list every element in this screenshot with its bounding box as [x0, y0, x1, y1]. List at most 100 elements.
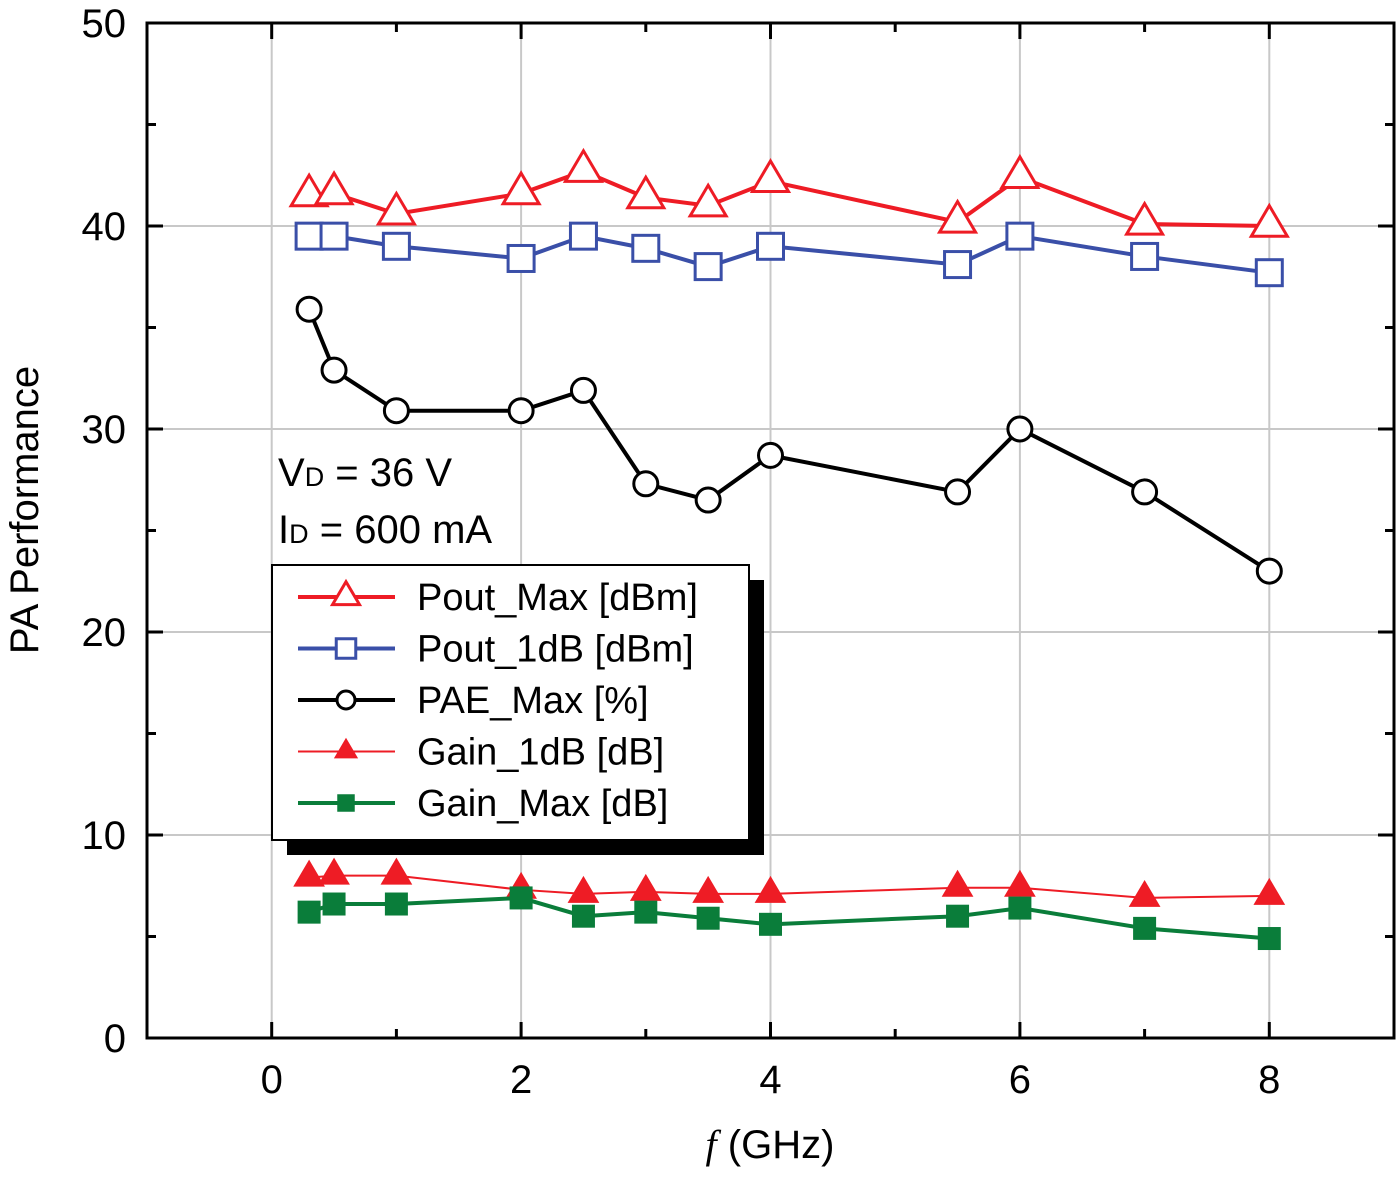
data-point-pout-1db-dbm — [756, 231, 785, 261]
data-point-pout-1db-dbm — [1130, 241, 1160, 271]
data-point-pout-1db-dbm — [1254, 258, 1284, 288]
x-tick-label: 4 — [759, 1058, 781, 1102]
data-point-pae-max — [507, 397, 535, 425]
data-point-gain-1db-db — [754, 875, 787, 903]
data-point-gain-max-db — [946, 904, 970, 928]
data-point-gain-max-db — [696, 906, 720, 930]
data-point-pae-max — [632, 470, 660, 498]
data-point-gain-max-db — [322, 892, 346, 916]
data-point-gain-max-db — [634, 900, 658, 924]
y-tick-label: 30 — [82, 408, 127, 452]
data-point-gain-1db-db — [1004, 869, 1036, 897]
data-point-gain-max-db — [1133, 916, 1157, 940]
y-tick-label: 20 — [82, 611, 127, 655]
data-point-gain-1db-db — [293, 859, 325, 887]
series-gain-1db-db — [293, 857, 1286, 907]
data-point-gain-max-db — [509, 886, 533, 910]
x-axis-label-unit: (GHz) — [717, 1123, 835, 1167]
data-point-pout-max-dbm — [749, 157, 792, 194]
legend-item-pout-1db-dbm: Pout_1dB [dBm] — [298, 629, 694, 671]
series-pae-max — [295, 295, 1283, 585]
data-point-pout-1db-dbm — [693, 252, 723, 282]
data-point-pout-max-dbm — [1248, 202, 1290, 238]
legend: Pout_Max [dBm] Pout_1dB [dBm] PAE_Max [%] G… — [271, 564, 764, 855]
data-point-gain-1db-db — [941, 869, 974, 897]
data-point-pout-max-dbm — [375, 190, 418, 226]
data-point-pae-max — [295, 295, 323, 323]
data-point-gain-max-db — [384, 892, 408, 916]
data-point-gain-max-db — [297, 900, 321, 924]
legend-item-gain-max-db: Gain_Max [dB] — [298, 783, 668, 825]
data-point-pae-max — [382, 397, 410, 425]
data-point-gain-1db-db — [692, 875, 725, 903]
data-point-gain-max-db — [759, 912, 782, 936]
legend-item-pae-max: PAE_Max [%] — [298, 680, 649, 722]
data-point-pout-1db-dbm — [381, 231, 411, 261]
data-point-pout-max-dbm — [936, 198, 979, 234]
data-point-pout-max-dbm — [687, 182, 729, 218]
data-point-pout-1db-dbm — [631, 233, 661, 263]
data-point-pout-max-dbm — [313, 170, 355, 206]
series-line-gain-max-db — [308, 895, 1270, 941]
data-point-pout-1db-dbm — [294, 221, 324, 251]
data-point-gain-max-db — [1257, 927, 1281, 951]
series-line-gain-1db-db — [309, 874, 1270, 899]
data-point-pae-max — [944, 478, 972, 506]
data-point-pout-max-dbm — [1123, 200, 1166, 236]
data-point-pae-max — [320, 356, 348, 384]
x-tick-label: 8 — [1258, 1058, 1280, 1102]
series-pout-1db-dbm — [294, 221, 1284, 288]
data-point-gain-1db-db — [629, 873, 662, 901]
data-point-pout-1db-dbm — [1005, 221, 1035, 251]
data-point-gain-max-db — [571, 904, 595, 928]
data-point-pout-max-dbm — [625, 174, 667, 210]
legend-label: PAE_Max [%] — [417, 680, 649, 722]
y-tick-label: 40 — [82, 205, 127, 249]
legend-label: Pout_Max [dBm] — [417, 577, 698, 619]
series-line-pout-max-dbm — [308, 169, 1270, 228]
legend-item-pout-max-dbm: Pout_Max [dBm] — [298, 577, 698, 619]
data-point-pae-max — [1131, 478, 1159, 506]
legend-marker — [335, 689, 357, 711]
legend-marker — [337, 794, 355, 812]
y-tick-label: 50 — [82, 2, 127, 46]
x-tick-label: 0 — [261, 1058, 283, 1102]
data-point-pout-max-dbm — [500, 170, 542, 206]
data-point-pae-max — [569, 376, 597, 404]
data-point-pout-max-dbm — [562, 147, 605, 183]
data-point-pae-max — [694, 486, 722, 514]
data-point-pae-max — [757, 441, 784, 469]
vd-subscript: D — [305, 462, 325, 492]
data-point-pout-1db-dbm — [319, 221, 349, 251]
data-point-pae-max — [1255, 557, 1283, 585]
legend-marker — [329, 578, 363, 607]
legend-marker — [334, 637, 358, 660]
data-point-pout-1db-dbm — [506, 243, 536, 273]
legend-label: Gain_1dB [dB] — [417, 732, 664, 774]
data-point-gain-max-db — [1008, 896, 1032, 920]
data-point-gain-1db-db — [380, 857, 413, 885]
data-point-pae-max — [1006, 415, 1034, 443]
legend-label: Pout_1dB [dBm] — [417, 629, 694, 671]
y-axis-label: PA Performance — [3, 366, 47, 654]
series-gain-max-db — [297, 886, 1281, 951]
vd-symbol: V — [278, 451, 305, 495]
x-tick-label: 2 — [510, 1058, 532, 1102]
x-tick-label: 6 — [1009, 1058, 1031, 1102]
data-point-gain-1db-db — [318, 857, 350, 885]
series-layer — [288, 147, 1290, 951]
legend-label: Gain_Max [dB] — [417, 783, 668, 825]
data-point-gain-1db-db — [567, 875, 600, 903]
id-symbol: I — [278, 508, 289, 552]
vd-value: = 36 V — [324, 451, 452, 495]
x-axis-label: f (GHz) — [706, 1122, 835, 1167]
series-pout-max-dbm — [288, 147, 1290, 238]
data-point-gain-1db-db — [1253, 877, 1286, 905]
y-tick-label: 10 — [82, 814, 127, 858]
data-point-pout-1db-dbm — [568, 221, 598, 251]
y-tick-label: 0 — [104, 1017, 126, 1061]
id-value: = 600 mA — [309, 508, 493, 552]
legend-marker — [333, 737, 359, 759]
annotation-vd: VD = 36 V — [278, 451, 452, 495]
